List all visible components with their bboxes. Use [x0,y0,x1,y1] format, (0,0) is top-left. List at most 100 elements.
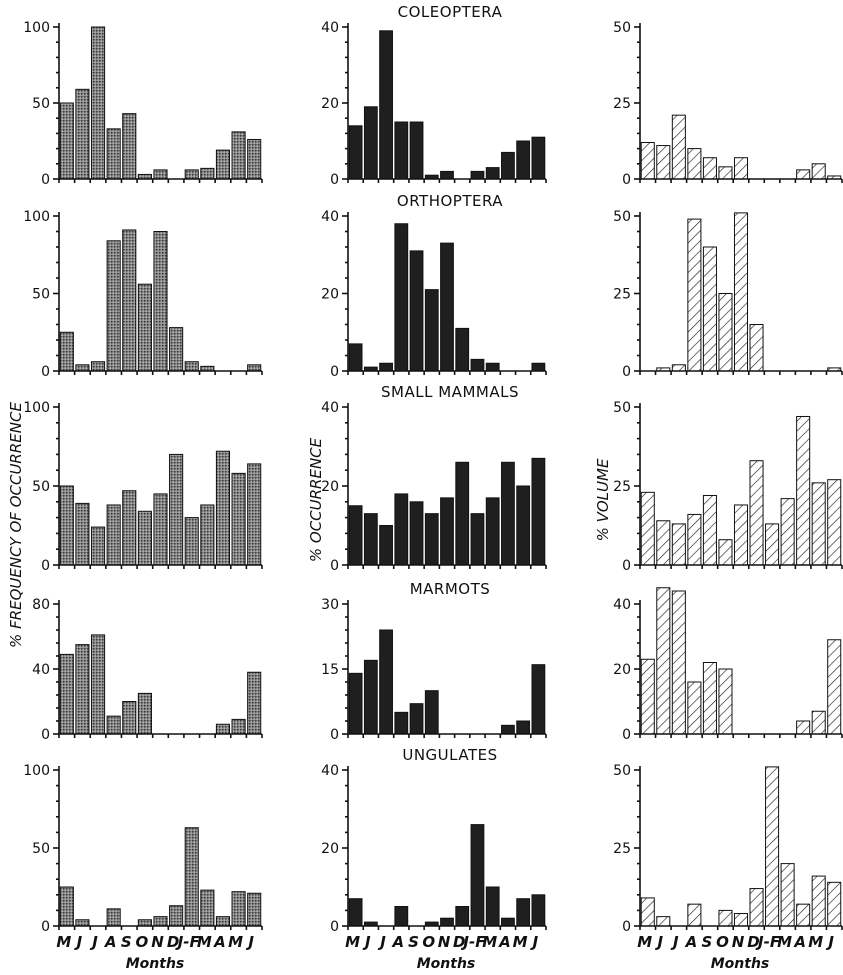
y-tick-label-small-mammals-volume: 25 [613,479,631,495]
y-tick-label-orthoptera-occurrence: 20 [321,287,339,303]
bar-orthoptera-frequency-7 [169,327,184,372]
bar-small-mammals-frequency-9 [200,504,215,566]
month-label-ungulates-volume-2: J [670,933,679,951]
month-label-ungulates-volume-7: D [747,933,759,951]
bar-small-mammals-frequency-5 [137,510,152,566]
panel-orthoptera-frequency: 0 50 100 [23,209,263,380]
ylabel-occurrence: % OCCURRENCE [307,437,325,562]
bar-orthoptera-frequency-3 [106,240,121,372]
bar-small-mammals-occurrence-2 [379,525,393,566]
bar-ungulates-frequency-9 [200,889,215,927]
bar-coleoptera-occurrence-3 [394,121,409,180]
bar-orthoptera-volume-2 [671,364,686,372]
bar-marmots-volume-0 [640,658,655,735]
bar-small-mammals-occurrence-0 [348,505,363,566]
panel-title-marmots-occurrence: MARMOTS [410,580,491,598]
bar-orthoptera-frequency-5 [137,283,152,372]
bar-ungulates-occurrence-8 [470,824,485,927]
month-label-ungulates-frequency-2: J [89,933,98,951]
y-tick-label-orthoptera-frequency: 100 [23,209,50,225]
y-tick-label-orthoptera-volume: 0 [622,364,631,380]
bar-coleoptera-occurrence-1 [363,106,378,180]
bar-orthoptera-frequency-8 [184,361,199,372]
bar-marmots-occurrence-0 [348,672,363,735]
month-label-ungulates-occurrence-8: J-F [460,933,486,951]
bar-marmots-occurrence-12 [531,664,546,735]
panel-title-coleoptera-occurrence: COLEOPTERA [398,3,503,21]
xaxis-title-col3: Months [711,956,770,972]
month-label-ungulates-frequency-11: M [228,933,243,951]
bar-ungulates-occurrence-7 [455,906,470,927]
panel-marmots-volume: 0 20 40 [613,587,843,743]
bar-coleoptera-frequency-4 [122,113,137,180]
y-tick-label-ungulates-occurrence: 0 [330,919,339,935]
bar-ungulates-frequency-3 [106,908,121,927]
bar-ungulates-occurrence-3 [394,906,409,927]
bar-small-mammals-volume-6 [733,504,749,566]
bar-coleoptera-occurrence-12 [531,136,546,180]
panel-orthoptera-volume: 0 25 50 [613,209,843,380]
y-tick-label-small-mammals-volume: 0 [622,558,631,574]
panel-title-orthoptera-occurrence: ORTHOPTERA [397,192,503,210]
bar-ungulates-frequency-0 [59,886,74,927]
bar-marmots-volume-10 [796,720,811,735]
month-label-ungulates-occurrence-0: M [345,933,360,951]
y-tick-label-orthoptera-occurrence: 40 [321,209,339,225]
bar-small-mammals-frequency-0 [59,485,74,566]
month-label-ungulates-frequency-1: J [74,933,83,951]
month-label-ungulates-occurrence-2: J [377,933,386,951]
bar-small-mammals-frequency-11 [231,472,246,566]
bar-marmots-volume-3 [687,681,702,735]
xaxis-title-col1: Months [126,956,185,972]
month-label-ungulates-volume-12: J [825,933,834,951]
month-label-ungulates-occurrence-6: N [438,933,451,951]
y-tick-label-small-mammals-frequency: 50 [32,479,50,495]
bar-ungulates-volume-11 [811,875,826,927]
y-tick-label-marmots-frequency: 80 [32,597,50,613]
bar-ungulates-volume-9 [780,863,795,927]
bar-coleoptera-volume-2 [671,114,686,180]
bar-small-mammals-occurrence-8 [470,513,485,566]
bar-coleoptera-frequency-2 [90,26,106,180]
bar-small-mammals-frequency-4 [122,490,137,566]
bar-coleoptera-volume-11 [811,163,826,180]
y-tick-label-ungulates-volume: 50 [613,763,631,779]
month-label-ungulates-occurrence-3: A [392,933,405,951]
bar-marmots-frequency-5 [137,692,152,735]
bar-ungulates-volume-0 [640,897,655,927]
month-label-ungulates-frequency-10: A [213,933,226,951]
bar-orthoptera-volume-3 [687,218,702,372]
y-tick-label-orthoptera-frequency: 50 [32,287,50,303]
bar-small-mammals-occurrence-5 [424,513,439,566]
panel-title-small-mammals-occurrence: SMALL MAMMALS [381,383,519,401]
bar-ungulates-frequency-7 [169,905,184,927]
bar-coleoptera-occurrence-9 [485,167,500,180]
bar-ungulates-frequency-11 [231,891,246,927]
bar-ungulates-occurrence-10 [501,917,515,927]
bar-coleoptera-volume-1 [656,145,671,180]
bar-small-mammals-volume-5 [718,539,733,566]
month-label-ungulates-volume-0: M [637,933,652,951]
bar-ungulates-frequency-8 [184,827,199,927]
bar-ungulates-volume-7 [749,888,764,927]
bar-ungulates-frequency-10 [215,916,231,927]
month-label-ungulates-volume-10: A [793,933,806,951]
bar-small-mammals-occurrence-11 [516,485,531,566]
month-label-ungulates-frequency-9: M [197,933,212,951]
month-label-ungulates-occurrence-7: D [453,933,465,951]
bar-small-mammals-occurrence-12 [531,457,546,566]
bar-small-mammals-occurrence-6 [440,497,454,566]
bar-small-mammals-volume-12 [827,479,842,566]
bar-orthoptera-occurrence-12 [531,362,546,372]
bar-coleoptera-frequency-10 [215,149,231,180]
bar-orthoptera-volume-5 [718,293,733,372]
month-label-ungulates-volume-6: N [732,933,745,951]
bar-orthoptera-occurrence-9 [485,362,500,372]
month-label-ungulates-volume-1: J [655,933,664,951]
bar-coleoptera-occurrence-11 [516,140,531,180]
y-tick-label-marmots-occurrence: 15 [321,662,339,678]
bar-small-mammals-occurrence-3 [394,493,409,566]
bar-small-mammals-frequency-12 [247,463,262,566]
month-label-ungulates-volume-5: O [716,933,729,951]
